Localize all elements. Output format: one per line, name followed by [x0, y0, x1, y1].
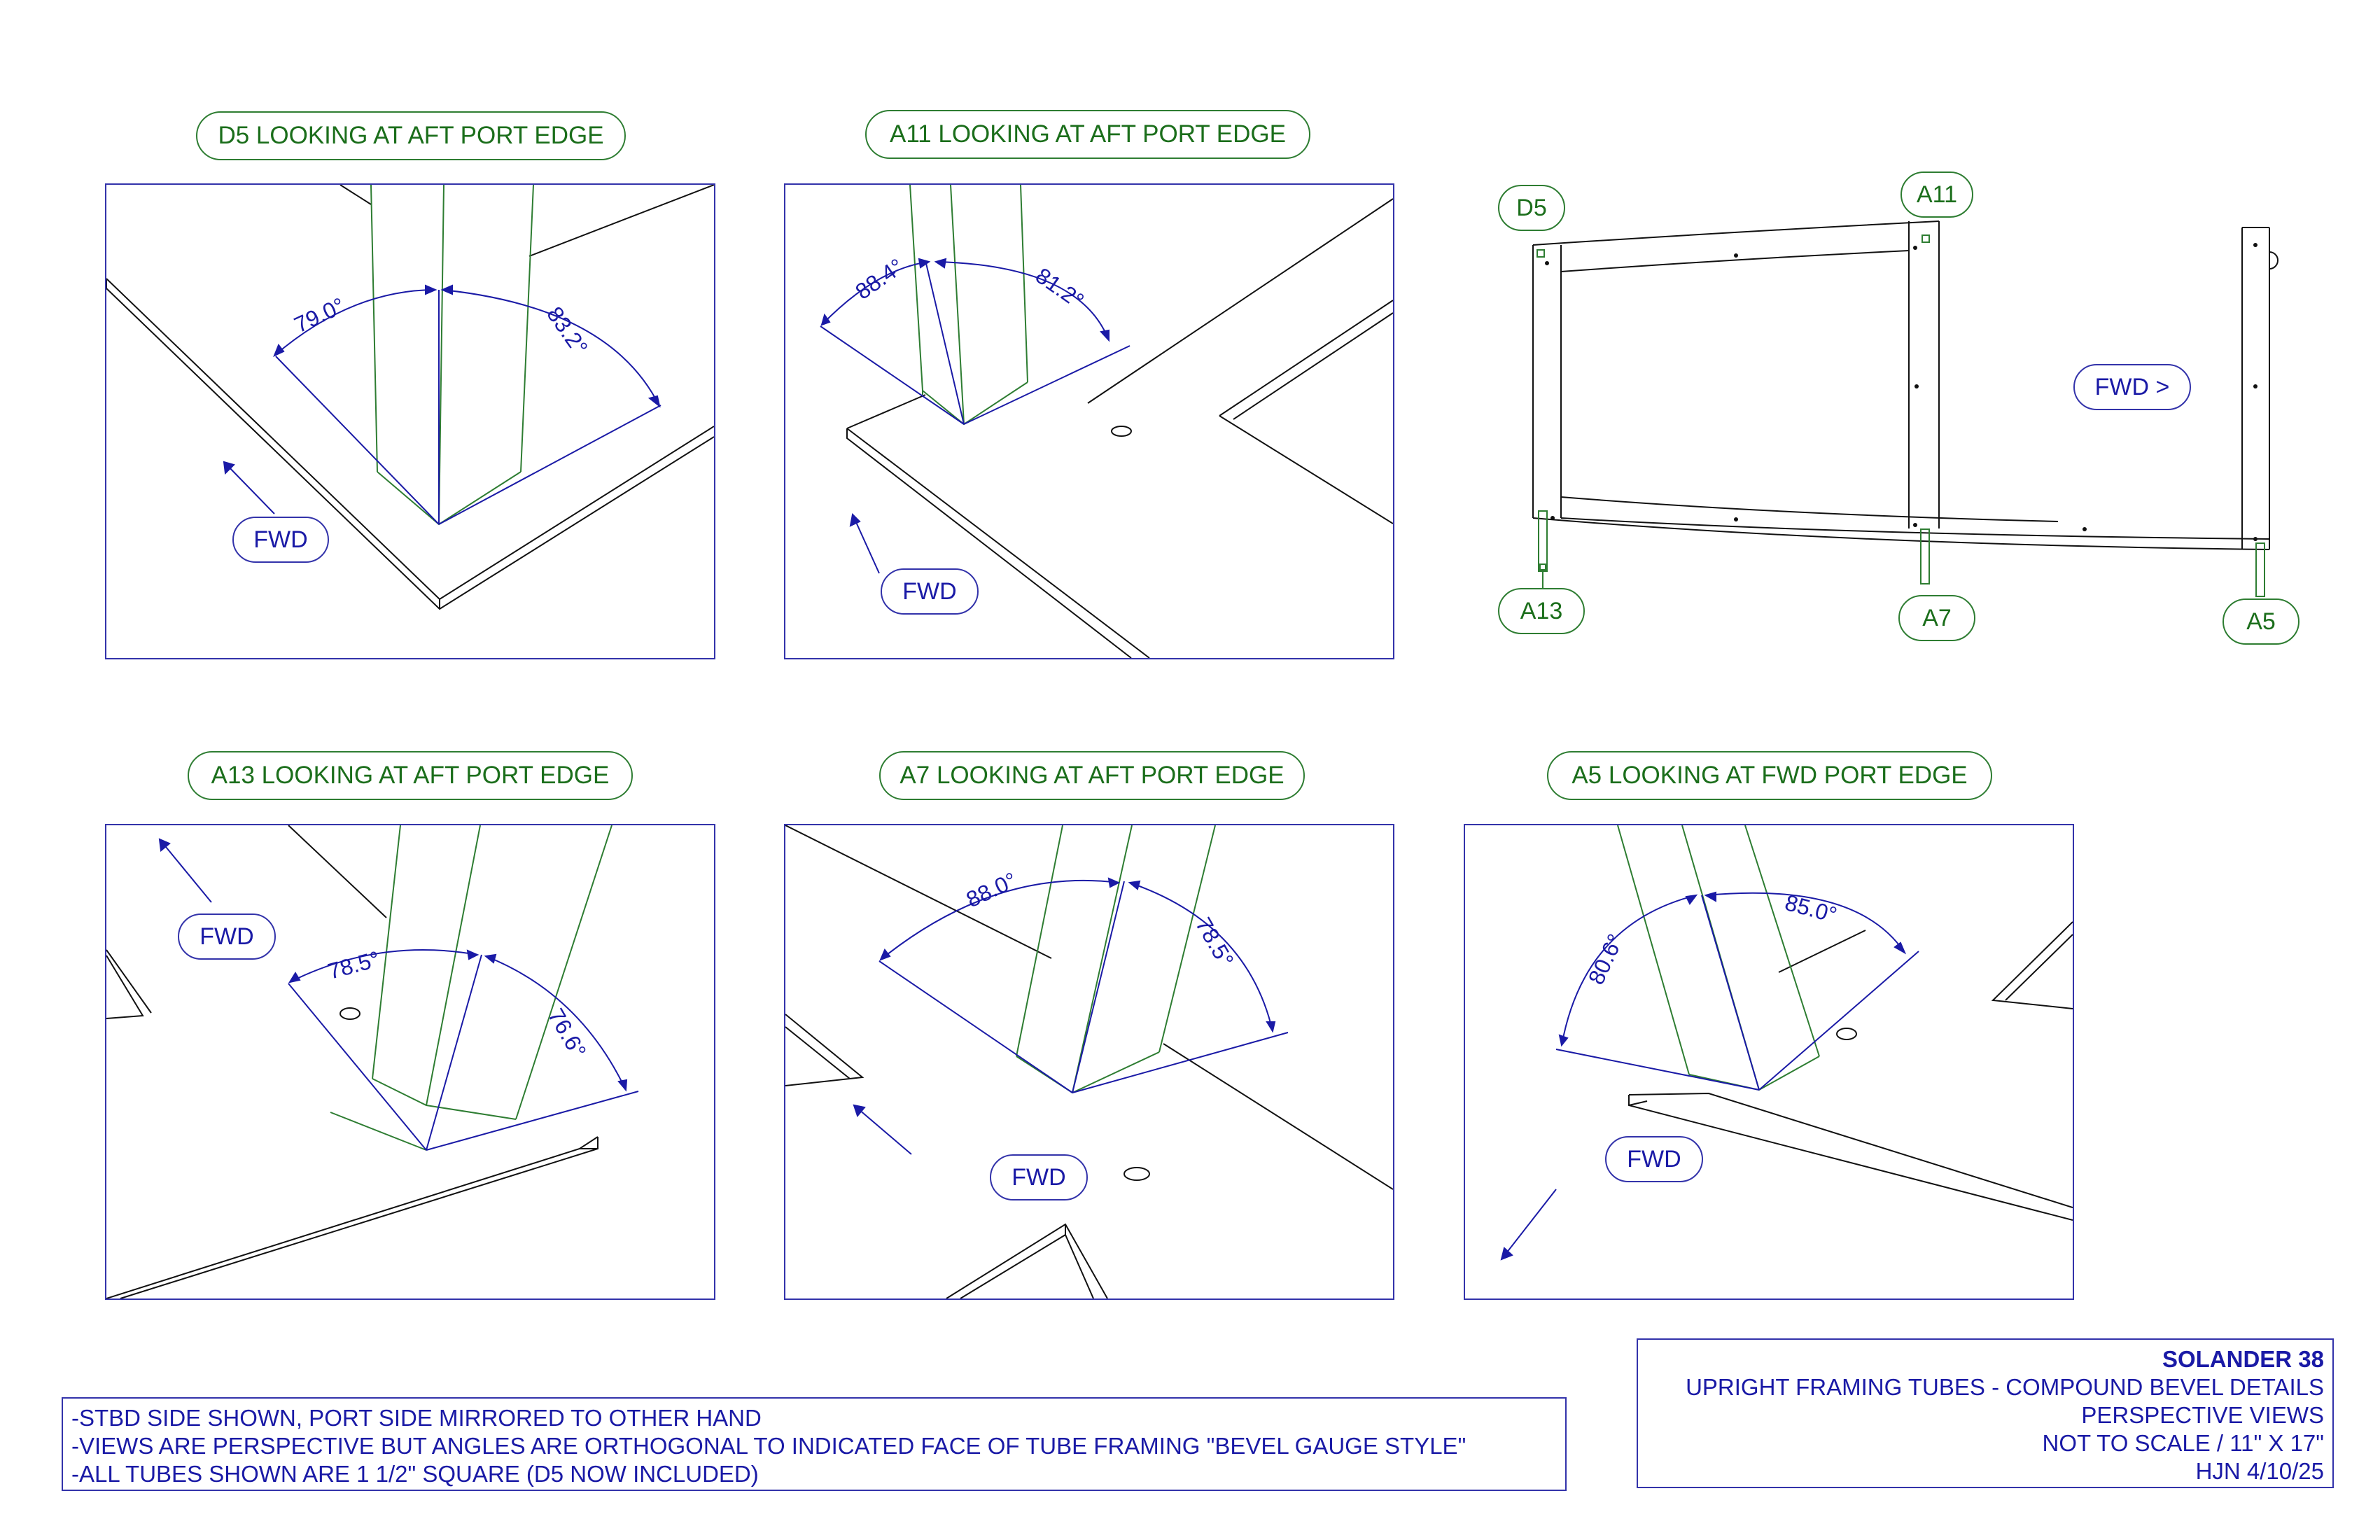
bevel-gauge [878, 877, 1289, 1093]
fwd-label-a11: FWD [881, 568, 979, 615]
bevel-gauge [820, 258, 1130, 425]
plan-tag-a11: A11 [1900, 172, 1973, 218]
fwd-arrow [1500, 1189, 1557, 1261]
angle-label-a11-left: 88.4° [850, 253, 908, 304]
view-a7-drawing: 88.0° 78.5° [785, 825, 1393, 1298]
fwd-label-d5: FWD [232, 517, 329, 563]
fwd-label-a7: FWD [990, 1154, 1088, 1200]
angle-label-a13-left: 78.5° [325, 946, 382, 984]
fwd-label-a13: FWD [178, 913, 276, 960]
view-d5-drawing: 79.0° 83.2° [106, 185, 714, 610]
fwd-arrow [849, 512, 880, 574]
tube-a7 [1016, 825, 1216, 1094]
drawing-subtitle: PERSPECTIVE VIEWS [2081, 1402, 2324, 1428]
plan-view [1532, 220, 2278, 597]
view-panel-d5: 79.0° 83.2° FWD [105, 183, 715, 659]
view-a11-drawing: 88.4° 81.2° [820, 185, 1393, 658]
general-notes: -STBD SIDE SHOWN, PORT SIDE MIRRORED TO … [62, 1397, 1567, 1491]
bevel-gauge [273, 284, 662, 525]
view-panel-a5: 80.6° 85.0° FWD [1464, 824, 2074, 1300]
tube-a11 [909, 185, 1028, 426]
project-name: SOLANDER 38 [2162, 1346, 2324, 1372]
note-line: -ALL TUBES SHOWN ARE 1 1/2" SQUARE (D5 N… [71, 1461, 759, 1487]
fwd-arrow [158, 838, 212, 903]
note-line: -STBD SIDE SHOWN, PORT SIDE MIRRORED TO … [71, 1405, 762, 1431]
angle-label-d5-left: 79.0° [290, 293, 349, 337]
tube-a5 [1617, 825, 1820, 1091]
view-a5-drawing: 80.6° 85.0° [1500, 825, 2073, 1261]
plan-fwd-label: FWD > [2073, 364, 2191, 410]
view-a13-drawing: 78.5° 76.6° [106, 825, 639, 1298]
tube-a13 [330, 825, 612, 1151]
plan-tag-a13: A13 [1498, 588, 1585, 634]
author-date: HJN 4/10/25 [2195, 1458, 2324, 1484]
bevel-gauge [1555, 891, 1919, 1091]
bevel-gauge [288, 948, 639, 1151]
angle-label-a5-left: 80.6° [1583, 930, 1628, 988]
drawing-title: UPRIGHT FRAMING TUBES - COMPOUND BEVEL D… [1686, 1374, 2324, 1400]
view-title-a7: A7 LOOKING AT AFT PORT EDGE [879, 751, 1305, 800]
fwd-arrow [853, 1104, 912, 1155]
plan-tag-a7: A7 [1898, 595, 1975, 641]
fwd-label-a5: FWD [1605, 1136, 1703, 1182]
plan-tag-d5: D5 [1498, 185, 1565, 231]
note-line: -VIEWS ARE PERSPECTIVE BUT ANGLES ARE OR… [71, 1433, 1466, 1459]
view-panel-a7: 88.0° 78.5° FWD [784, 824, 1394, 1300]
deck-edge-line [106, 278, 714, 601]
title-block: SOLANDER 38 UPRIGHT FRAMING TUBES - COMP… [1637, 1338, 2334, 1488]
plan-tubes [1536, 234, 2265, 597]
angle-label-a7-right: 78.5° [1191, 913, 1239, 972]
fwd-arrow [223, 461, 275, 514]
view-title-a5: A5 LOOKING AT FWD PORT EDGE [1547, 751, 1992, 800]
angle-label-a7-left: 88.0° [962, 867, 1021, 912]
view-panel-a13: 78.5° 76.6° FWD [105, 824, 715, 1300]
deck-edge-lower-line [106, 288, 714, 610]
view-title-a13: A13 LOOKING AT AFT PORT EDGE [188, 751, 633, 800]
angle-label-a13-right: 76.6° [543, 1004, 592, 1063]
view-title-a11: A11 LOOKING AT AFT PORT EDGE [865, 110, 1310, 159]
scale-note: NOT TO SCALE / 11" X 17" [2042, 1430, 2325, 1456]
angle-label-a5-right: 85.0° [1782, 890, 1840, 927]
plan-tag-a5: A5 [2222, 598, 2300, 645]
tube-d5 [370, 185, 534, 526]
view-title-d5: D5 LOOKING AT AFT PORT EDGE [196, 111, 626, 160]
view-panel-a11: 88.4° 81.2° FWD [784, 183, 1394, 659]
angle-label-a11-right: 81.2° [1031, 262, 1088, 314]
